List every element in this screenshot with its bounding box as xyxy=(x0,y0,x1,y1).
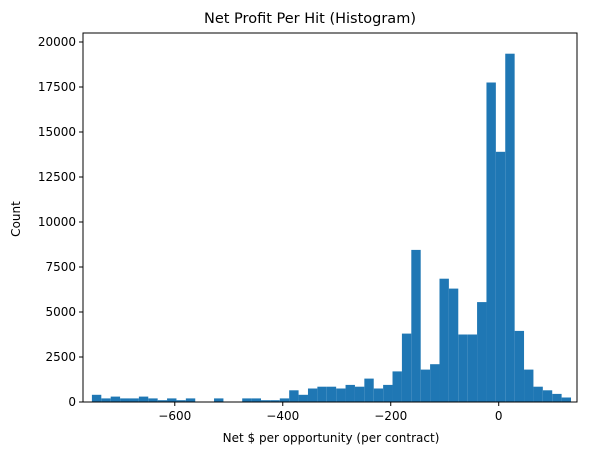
x-tick-label: −600 xyxy=(158,409,191,423)
histogram-bar xyxy=(420,369,431,402)
histogram-bar xyxy=(242,398,252,402)
histogram-bar xyxy=(261,400,271,402)
histogram-bar xyxy=(91,394,102,402)
histogram-bar xyxy=(120,398,130,402)
histogram-bar xyxy=(439,278,449,402)
plot-frame xyxy=(82,32,578,403)
histogram-bar xyxy=(251,398,262,402)
y-tick-label: 20000 xyxy=(38,35,76,49)
histogram-bar xyxy=(392,371,402,402)
y-tick-label: 15000 xyxy=(38,125,76,139)
histogram-bar xyxy=(317,386,327,402)
histogram-bar xyxy=(167,398,177,402)
histogram-bar xyxy=(289,390,299,402)
y-tick-label: 2500 xyxy=(45,350,76,364)
histogram-bar xyxy=(533,386,543,402)
histogram-bar xyxy=(129,398,139,402)
x-axis-label: Net $ per opportunity (per contract) xyxy=(223,431,440,445)
histogram-bar xyxy=(214,398,224,402)
histogram-bar xyxy=(336,388,346,402)
x-tick-label: −400 xyxy=(266,409,299,423)
histogram-bar xyxy=(524,369,534,402)
y-tick-label: 5000 xyxy=(45,305,76,319)
histogram-bar xyxy=(148,398,158,402)
histogram-bar xyxy=(279,398,290,402)
histogram-bar xyxy=(270,400,280,402)
histogram-bar xyxy=(561,397,572,402)
histogram-bar xyxy=(495,151,506,402)
histogram-bar xyxy=(345,384,355,402)
y-axis-label: Count xyxy=(9,201,23,237)
x-tick-label: −200 xyxy=(374,409,407,423)
histogram-bar xyxy=(326,386,337,402)
y-tick-label: 0 xyxy=(68,395,76,409)
histogram-bars xyxy=(91,53,572,402)
histogram-bar xyxy=(373,388,384,402)
histogram-bar xyxy=(298,394,308,402)
histogram-bar xyxy=(185,398,196,402)
histogram-bar xyxy=(505,53,515,402)
histogram-bar xyxy=(157,400,168,402)
y-tick-label: 7500 xyxy=(45,260,76,274)
chart-title: Net Profit Per Hit (Histogram) xyxy=(204,11,416,27)
histogram-bar xyxy=(138,396,149,402)
histogram-bar xyxy=(101,398,111,402)
histogram-bar xyxy=(383,384,393,402)
histogram-bar xyxy=(354,386,365,402)
x-tick-label: 0 xyxy=(495,409,503,423)
histogram-bar xyxy=(307,388,318,402)
histogram-bar xyxy=(552,393,562,402)
histogram-bar xyxy=(542,390,553,402)
histogram-bar xyxy=(514,330,525,402)
histogram-bar xyxy=(486,82,496,402)
histogram-bar xyxy=(467,334,478,402)
y-tick-label: 10000 xyxy=(38,215,76,229)
histogram-bar xyxy=(364,378,374,402)
histogram-bar xyxy=(411,249,421,402)
histogram-bar xyxy=(448,288,459,402)
histogram-bar xyxy=(477,302,487,402)
x-axis: −600 −400 −200 0 xyxy=(158,402,503,423)
histogram-bar xyxy=(458,334,468,402)
y-axis: 0 2500 5000 7500 10000 12500 15000 17500 20000 xyxy=(38,35,83,409)
y-tick-label: 12500 xyxy=(38,170,76,184)
histogram-bar xyxy=(430,364,440,402)
histogram-bar xyxy=(401,333,412,402)
y-tick-label: 17500 xyxy=(38,80,76,94)
histogram-bar xyxy=(176,400,186,402)
histogram-bar xyxy=(110,396,121,402)
